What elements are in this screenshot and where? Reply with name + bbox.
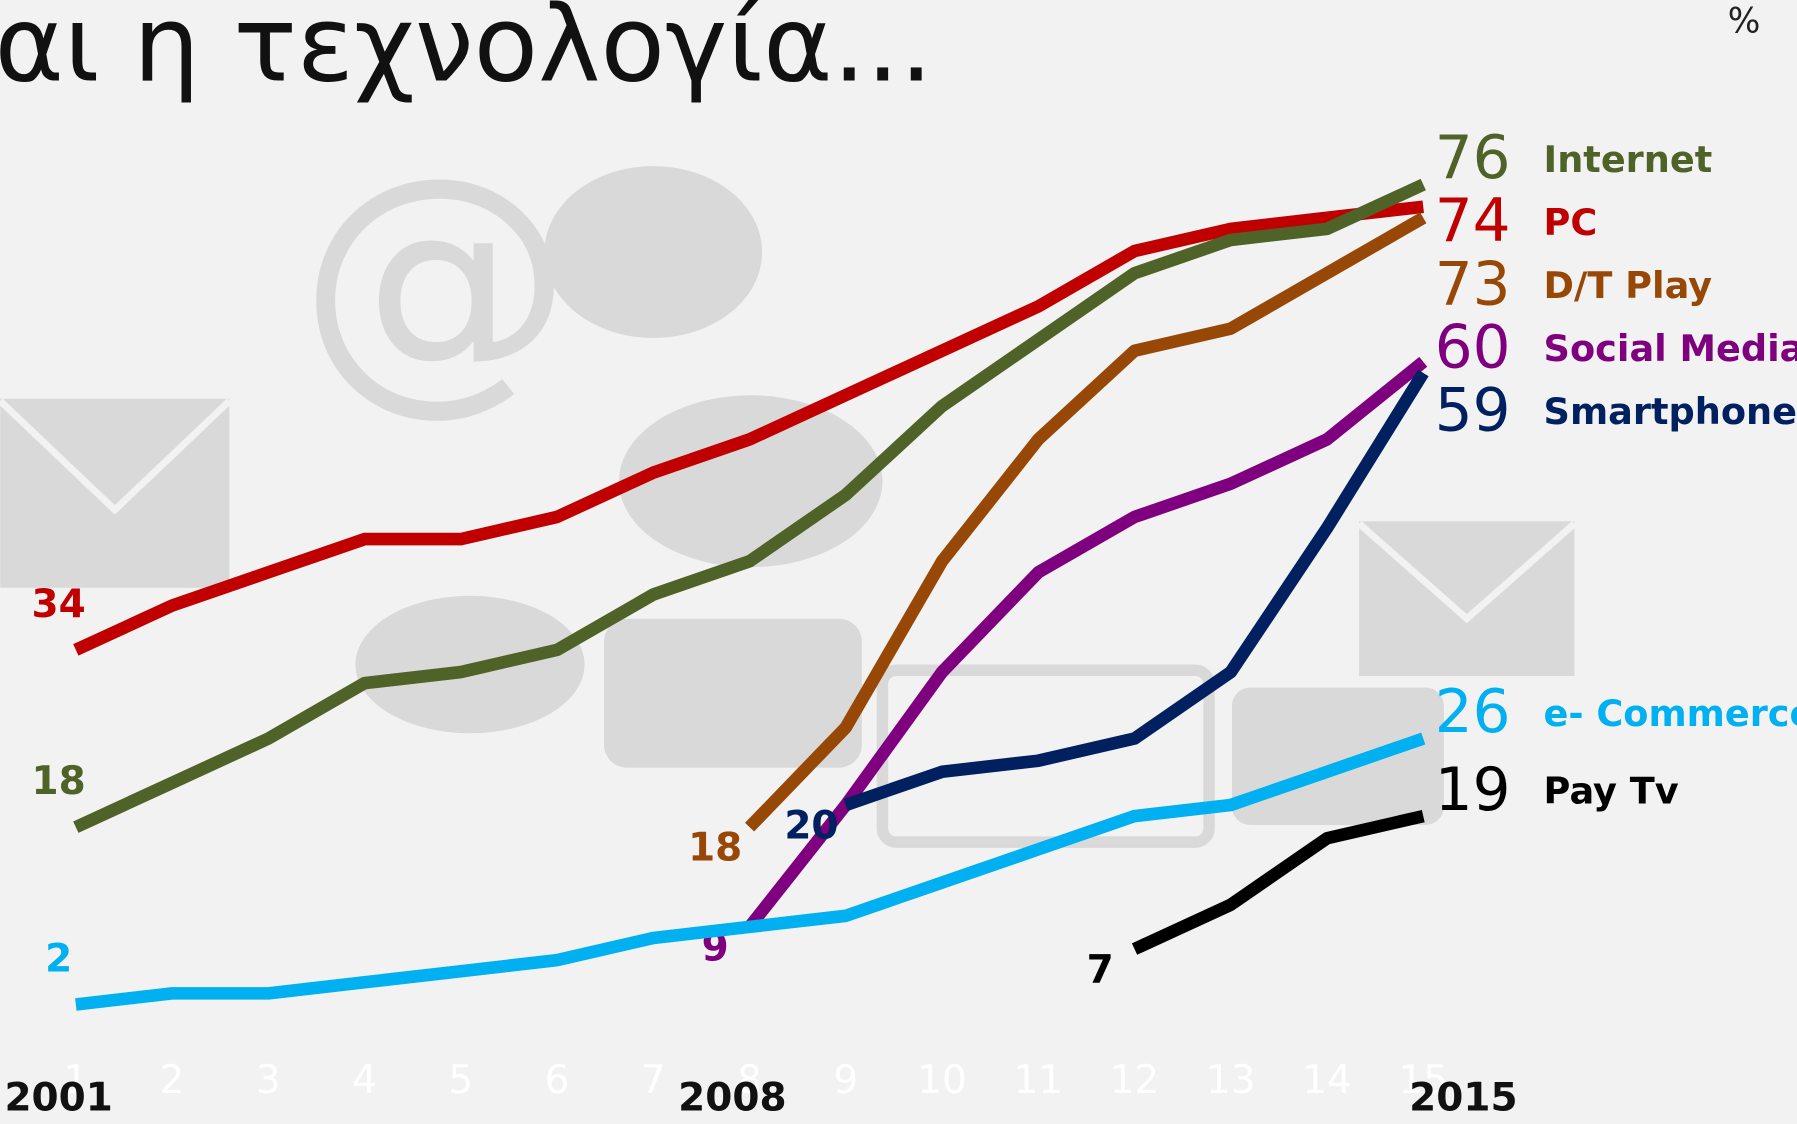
- legend-entry: PC: [1544, 201, 1598, 244]
- page: {"chart_data": {"type": "line", "title":…: [0, 0, 1797, 1124]
- x-tick-label: 10: [917, 1058, 967, 1103]
- x-tick-label: 3: [256, 1058, 281, 1103]
- x-tick-label: 4: [352, 1058, 377, 1103]
- end-label: 73: [1435, 250, 1511, 319]
- legend-entry: e- Commerce: [1544, 692, 1797, 735]
- envelope-icon: [0, 399, 229, 588]
- end-label: 19: [1435, 756, 1511, 825]
- start-label: 20: [784, 803, 838, 848]
- x-tick-label: 12: [1110, 1058, 1160, 1103]
- year-label: 2015: [1409, 1075, 1517, 1120]
- end-label: 76: [1435, 124, 1511, 193]
- year-label: 2008: [678, 1075, 786, 1120]
- x-tick-label: 7: [641, 1058, 666, 1103]
- start-label: 2: [45, 936, 72, 981]
- start-label: 18: [32, 759, 86, 804]
- x-tick-label: 14: [1302, 1058, 1352, 1103]
- x-tick-label: 9: [833, 1058, 858, 1103]
- x-tick-label: 2: [160, 1058, 185, 1103]
- legend-entry: Smartphone: [1544, 390, 1797, 433]
- legend-entry: Social Media: [1544, 327, 1797, 370]
- x-tick-label: 13: [1206, 1058, 1256, 1103]
- x-tick-label: 5: [448, 1058, 473, 1103]
- legend-entry: D/T Play: [1544, 264, 1713, 307]
- x-tick-label: 6: [545, 1058, 570, 1103]
- start-label: 7: [1087, 947, 1114, 992]
- bubble-icon: [619, 395, 883, 567]
- end-label: 74: [1435, 187, 1511, 256]
- envelope-icon: [1359, 521, 1574, 676]
- series-line: [76, 739, 1423, 1005]
- chat-icon: [1232, 687, 1444, 824]
- end-label: 59: [1435, 376, 1511, 445]
- title: αι η τεχνολογία...: [0, 0, 933, 105]
- bubble-icon: [544, 166, 762, 338]
- legend-entry: Internet: [1544, 138, 1713, 181]
- end-label: 26: [1435, 678, 1511, 747]
- end-label: 60: [1435, 313, 1511, 382]
- x-tick-label: 11: [1014, 1058, 1064, 1103]
- at-icon: @: [298, 118, 573, 438]
- series-line: [1135, 816, 1424, 949]
- legend-entry: Pay Tv: [1544, 770, 1679, 813]
- start-label: 34: [32, 582, 86, 627]
- chart: @ αι η τεχνολογία... % 12345678910111213…: [0, 0, 1797, 1124]
- start-label: 18: [688, 826, 742, 871]
- year-label: 2001: [4, 1075, 112, 1120]
- unit-label: %: [1728, 1, 1761, 41]
